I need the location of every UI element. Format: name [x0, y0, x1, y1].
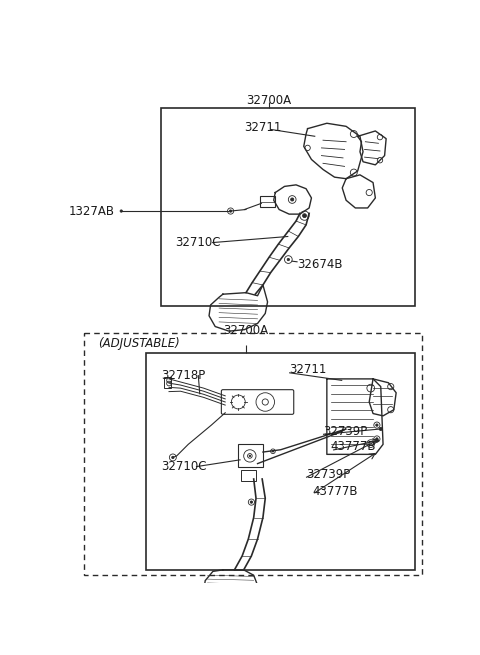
- FancyBboxPatch shape: [221, 390, 294, 415]
- Circle shape: [376, 438, 378, 440]
- Circle shape: [250, 501, 252, 503]
- Text: 32711: 32711: [244, 121, 282, 134]
- Text: 32739P: 32739P: [306, 468, 350, 481]
- Text: 32700A: 32700A: [247, 94, 292, 107]
- Bar: [238, 444, 263, 468]
- Text: 43777B: 43777B: [331, 440, 376, 453]
- Text: 32711: 32711: [289, 363, 326, 376]
- Text: 32710C: 32710C: [161, 460, 207, 473]
- Text: 32718P: 32718P: [161, 369, 205, 382]
- Circle shape: [287, 258, 289, 261]
- Bar: [161, 108, 415, 306]
- Text: (ADJUSTABLE): (ADJUSTABLE): [98, 337, 180, 350]
- Circle shape: [272, 451, 274, 452]
- Circle shape: [302, 214, 306, 217]
- Text: 32739P: 32739P: [323, 424, 367, 438]
- Text: 43777B: 43777B: [312, 485, 358, 498]
- Text: 32674B: 32674B: [298, 259, 343, 271]
- Circle shape: [172, 457, 174, 458]
- Circle shape: [120, 210, 122, 212]
- Bar: [164, 377, 171, 388]
- Bar: [84, 333, 421, 575]
- Circle shape: [375, 439, 378, 442]
- Text: 32710C: 32710C: [175, 236, 221, 249]
- Text: 1327AB: 1327AB: [69, 204, 115, 217]
- Bar: [146, 353, 415, 570]
- Circle shape: [229, 210, 232, 212]
- Circle shape: [249, 455, 251, 457]
- Circle shape: [379, 428, 382, 430]
- Bar: [260, 196, 275, 207]
- Circle shape: [376, 424, 378, 426]
- Text: 32700A: 32700A: [223, 324, 269, 337]
- Bar: [240, 470, 256, 481]
- Circle shape: [291, 198, 294, 201]
